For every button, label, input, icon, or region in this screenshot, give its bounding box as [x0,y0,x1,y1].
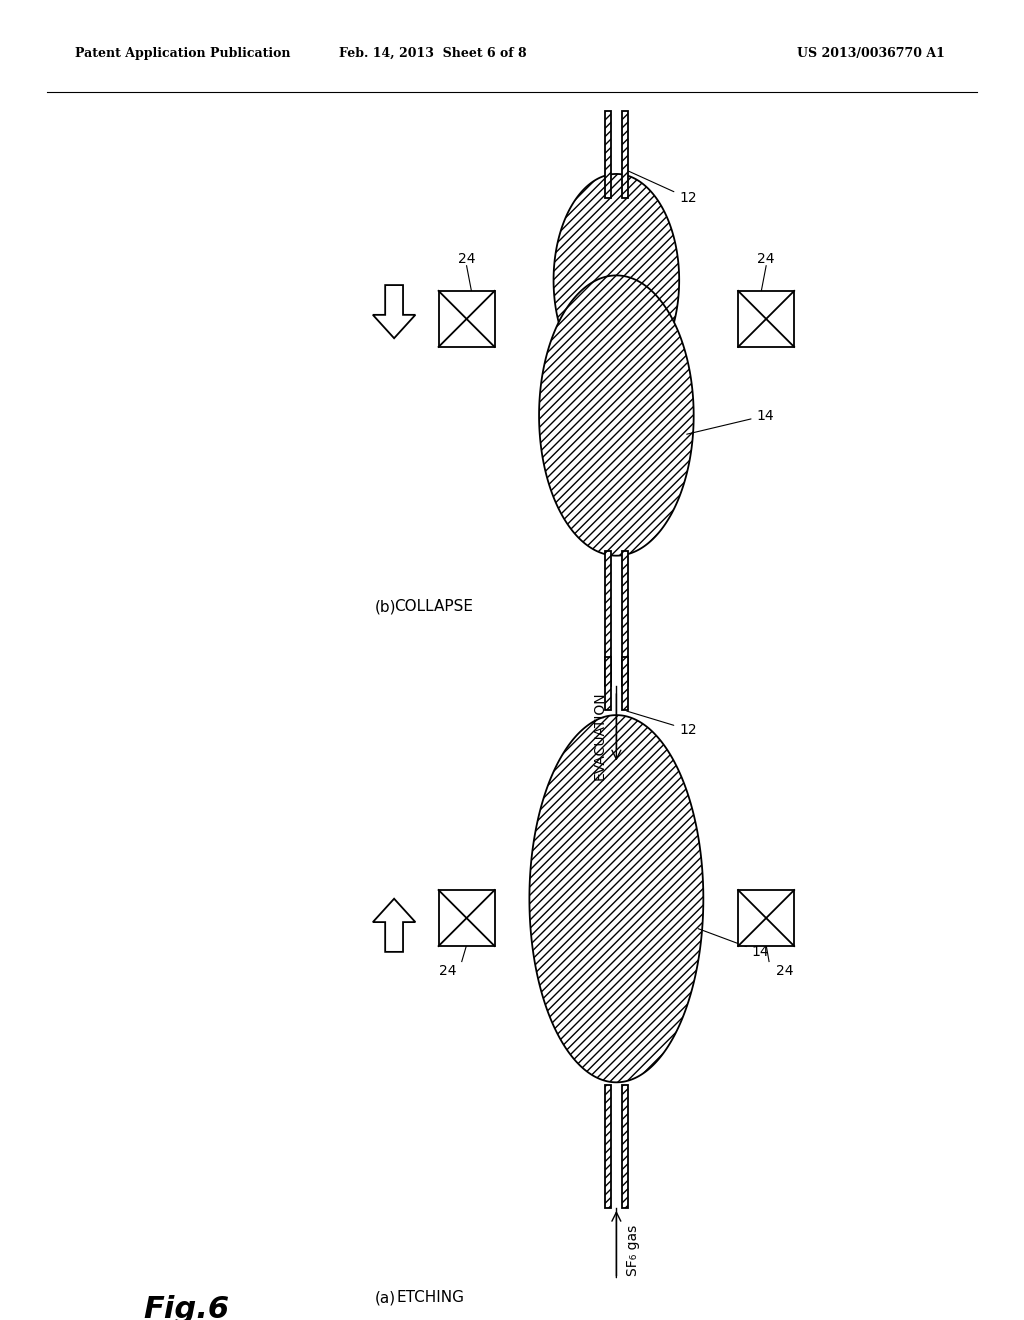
Bar [605,111,610,198]
Polygon shape [529,715,703,1082]
Text: Fig.6: Fig.6 [143,1295,229,1320]
Text: (b): (b) [375,599,396,614]
Text: 24: 24 [439,965,457,978]
Text: Patent Application Publication: Patent Application Publication [75,46,291,59]
Text: Feb. 14, 2013  Sheet 6 of 8: Feb. 14, 2013 Sheet 6 of 8 [339,46,526,59]
Text: 14: 14 [698,929,769,958]
Polygon shape [554,174,679,387]
Bar [623,657,628,710]
Text: 24: 24 [776,965,794,978]
Text: 12: 12 [627,711,696,737]
Bar [623,550,628,686]
Bar [738,890,795,946]
Bar [605,1085,610,1208]
Bar [605,657,610,710]
Text: SF₆ gas: SF₆ gas [626,1225,640,1275]
Text: COLLAPSE: COLLAPSE [394,599,473,614]
Bar [623,1085,628,1208]
Text: (a): (a) [375,1290,396,1305]
Bar [623,111,628,198]
Text: 14: 14 [687,408,774,434]
Polygon shape [373,899,416,952]
Bar [605,657,610,710]
Bar [738,290,795,347]
Bar [605,550,610,686]
Bar [623,657,628,710]
Polygon shape [539,276,693,556]
Bar [605,111,610,198]
Text: 24: 24 [758,252,775,265]
Bar [438,290,495,347]
Bar [623,1085,628,1208]
Text: US 2013/0036770 A1: US 2013/0036770 A1 [797,46,945,59]
Polygon shape [373,285,416,338]
Bar [605,550,610,686]
Text: EVACUATION: EVACUATION [593,690,606,780]
Bar [605,1085,610,1208]
Text: ETCHING: ETCHING [396,1290,464,1305]
Text: 24: 24 [458,252,475,265]
Text: 12: 12 [627,170,696,205]
Bar [623,111,628,198]
Bar [623,550,628,686]
Bar [438,890,495,946]
